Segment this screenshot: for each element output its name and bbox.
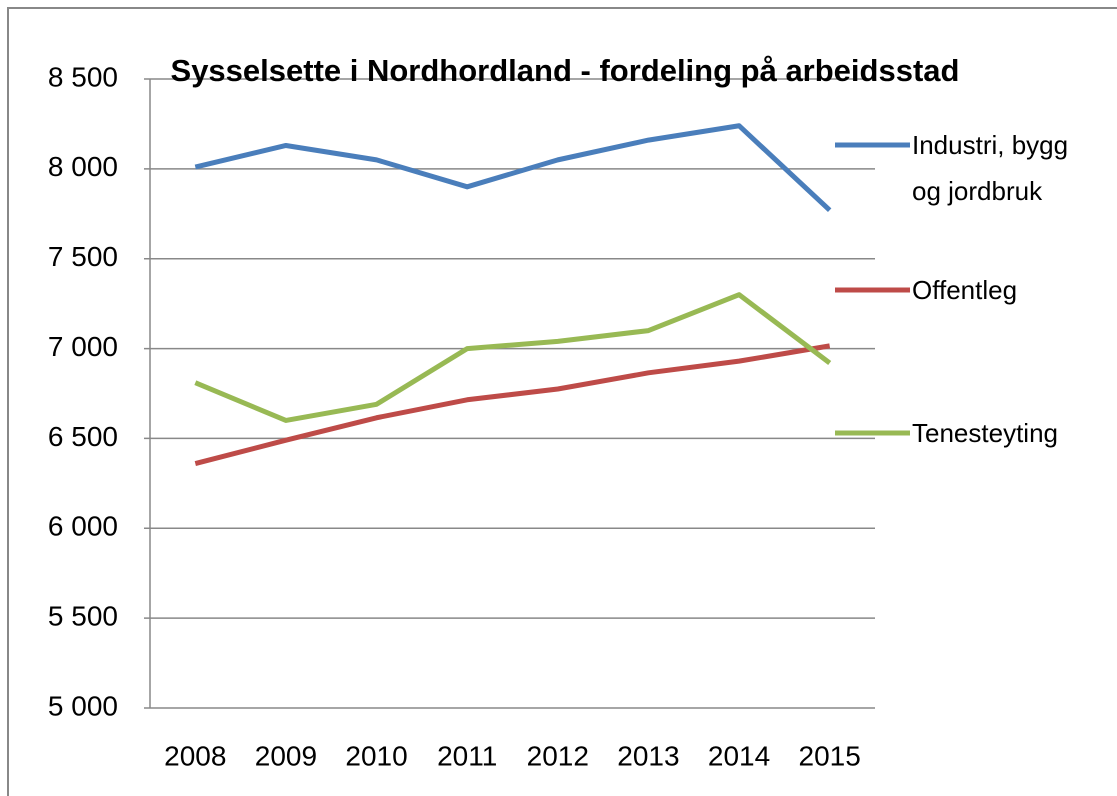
x-tick-label: 2010 [345, 740, 407, 771]
series-line [194, 292, 832, 423]
x-tick-label: 2014 [708, 740, 770, 771]
x-tick-label: 2015 [799, 740, 861, 771]
chart-title: Sysselsette i Nordhordland - fordeling p… [170, 53, 960, 88]
x-tick-label: 2008 [164, 740, 226, 771]
y-tick-label: 7 000 [48, 331, 118, 362]
legend-label: Industri, bygg og jordbruk [912, 130, 1069, 206]
series-line [194, 123, 832, 213]
y-tick-label: 6 500 [48, 421, 118, 452]
legend-label: Offentleg [912, 275, 1018, 305]
x-tick-label: 2012 [527, 740, 589, 771]
x-tick-label: 2011 [437, 740, 497, 771]
y-tick-label: 5 000 [48, 690, 118, 721]
x-tick-label: 2009 [255, 740, 317, 771]
y-tick-label: 8 500 [48, 61, 118, 92]
x-tick-label: 2013 [617, 740, 679, 771]
y-tick-label: 7 500 [48, 241, 118, 272]
y-tick-label: 8 000 [48, 151, 118, 182]
legend-label: Tenesteyting [912, 418, 1058, 448]
chart-frame [7, 7, 1117, 796]
y-tick-label: 5 500 [48, 601, 118, 632]
series-line [194, 343, 831, 467]
y-tick-label: 6 000 [48, 511, 118, 542]
